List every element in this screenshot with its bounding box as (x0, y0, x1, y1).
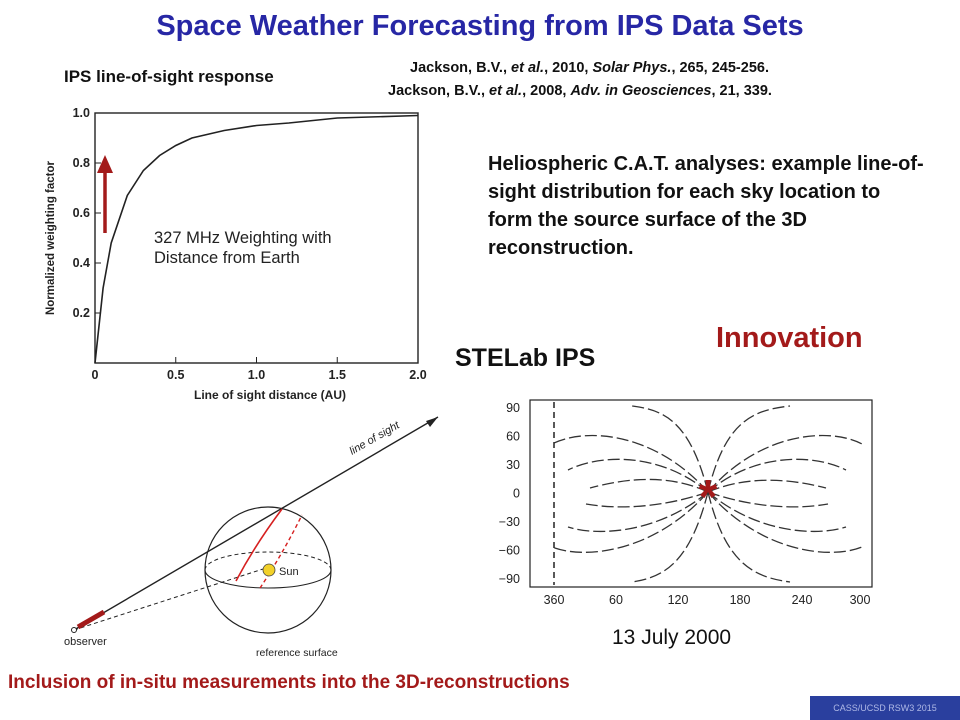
projection-arc-dashed (259, 514, 303, 589)
reference-surface-label: reference surface (256, 647, 338, 659)
source-marker: * (699, 471, 718, 524)
sun-label: Sun (279, 566, 299, 578)
line-of-sight-label: line of sight (348, 419, 403, 458)
y-tick-label: 0.2 (73, 306, 90, 320)
sphere-equator-back (204, 551, 332, 571)
innovation-label: Innovation (716, 322, 863, 354)
map-y-tick-label: 0 (513, 487, 520, 501)
reference-volume: , 21, 339. (711, 83, 772, 99)
map-contours (551, 405, 863, 583)
x-tick-label: 0 (92, 368, 99, 382)
chart-frame (94, 112, 419, 364)
description-text: Heliospheric C.A.T. analyses: example li… (488, 153, 924, 259)
sun-icon (262, 563, 276, 577)
reference-2: Jackson, B.V., et al., 2008, Adv. in Geo… (388, 83, 772, 99)
reference-author: Jackson, B.V., (388, 83, 490, 99)
weighting-curve (94, 114, 419, 364)
chart-ticks: 0 0.5 1.0 1.5 2.0 0.2 0.4 0.6 0.8 1.0 (73, 106, 427, 382)
map-y-tick-label: −30 (499, 515, 520, 529)
chart-annotation-line1: 327 MHz Weighting with (154, 229, 332, 247)
line-of-sight-arrowhead (426, 417, 438, 427)
observer-point (71, 627, 77, 633)
reference-volume: , 265, 245-256. (671, 60, 769, 76)
page-title: Space Weather Forecasting from IPS Data … (156, 10, 804, 42)
map-y-tick-label: 60 (506, 430, 520, 444)
reference-journal: Adv. in Geosciences (570, 83, 712, 99)
sphere-equator-front (204, 569, 332, 589)
x-tick-label: 1.5 (329, 368, 346, 382)
chart-y-axis-label: Normalized weighting factor (45, 160, 57, 315)
y-tick-label: 0.6 (73, 206, 90, 220)
map-x-tick-label: 60 (609, 593, 623, 607)
map-x-tick-label: 360 (544, 593, 565, 607)
x-tick-label: 1.0 (248, 368, 265, 382)
weighting-heading: IPS line-of-sight response (64, 67, 274, 86)
chart-annotation-line2: Distance from Earth (154, 249, 300, 267)
geometry-diagram: line of sight Sun observer reference sur… (64, 416, 439, 659)
map-y-tick-label: −90 (499, 572, 520, 586)
map-x-tick-label: 300 (850, 593, 871, 607)
stelab-label: STELab IPS (455, 344, 596, 372)
reference-year: , 2010, (544, 60, 593, 76)
map-x-tick-label: 180 (730, 593, 751, 607)
line-of-sight-line (73, 416, 439, 631)
reference-1: Jackson, B.V., et al., 2010, Solar Phys.… (410, 60, 769, 76)
observer-label: observer (64, 636, 107, 648)
y-tick-label: 1.0 (73, 106, 90, 120)
x-tick-label: 2.0 (409, 368, 426, 382)
reference-year: , 2008, (522, 83, 571, 99)
map-y-tick-label: 30 (506, 458, 520, 472)
x-tick-label: 0.5 (167, 368, 184, 382)
y-tick-label: 0.8 (73, 156, 90, 170)
observer-segment (76, 609, 106, 630)
y-tick-label: 0.4 (73, 256, 90, 270)
sun-direction-line (73, 568, 264, 631)
weighting-arrow-head (97, 155, 113, 173)
map-x-tick-label: 120 (668, 593, 689, 607)
footer-badge: CASS/UCSD RSW3 2015 (810, 696, 960, 720)
reference-etal: et al. (489, 83, 523, 99)
weighting-chart: 0 0.5 1.0 1.5 2.0 0.2 0.4 0.6 0.8 1.0 327 MHz Wei… (45, 106, 427, 402)
reference-journal: Solar Phys. (592, 60, 672, 76)
map-y-tick-label: −60 (499, 544, 520, 558)
chart-x-axis-label: Line of sight distance (AU) (194, 388, 346, 402)
map-frame (529, 399, 873, 588)
bottom-caption: Inclusion of in-situ measurements into t… (8, 672, 570, 693)
reference-etal: et al. (511, 60, 545, 76)
reference-author: Jackson, B.V., (410, 60, 512, 76)
map-x-tick-label: 240 (792, 593, 813, 607)
map-date: 13 July 2000 (612, 626, 732, 649)
projection-arc (235, 508, 283, 582)
map-y-tick-label: 90 (506, 401, 520, 415)
